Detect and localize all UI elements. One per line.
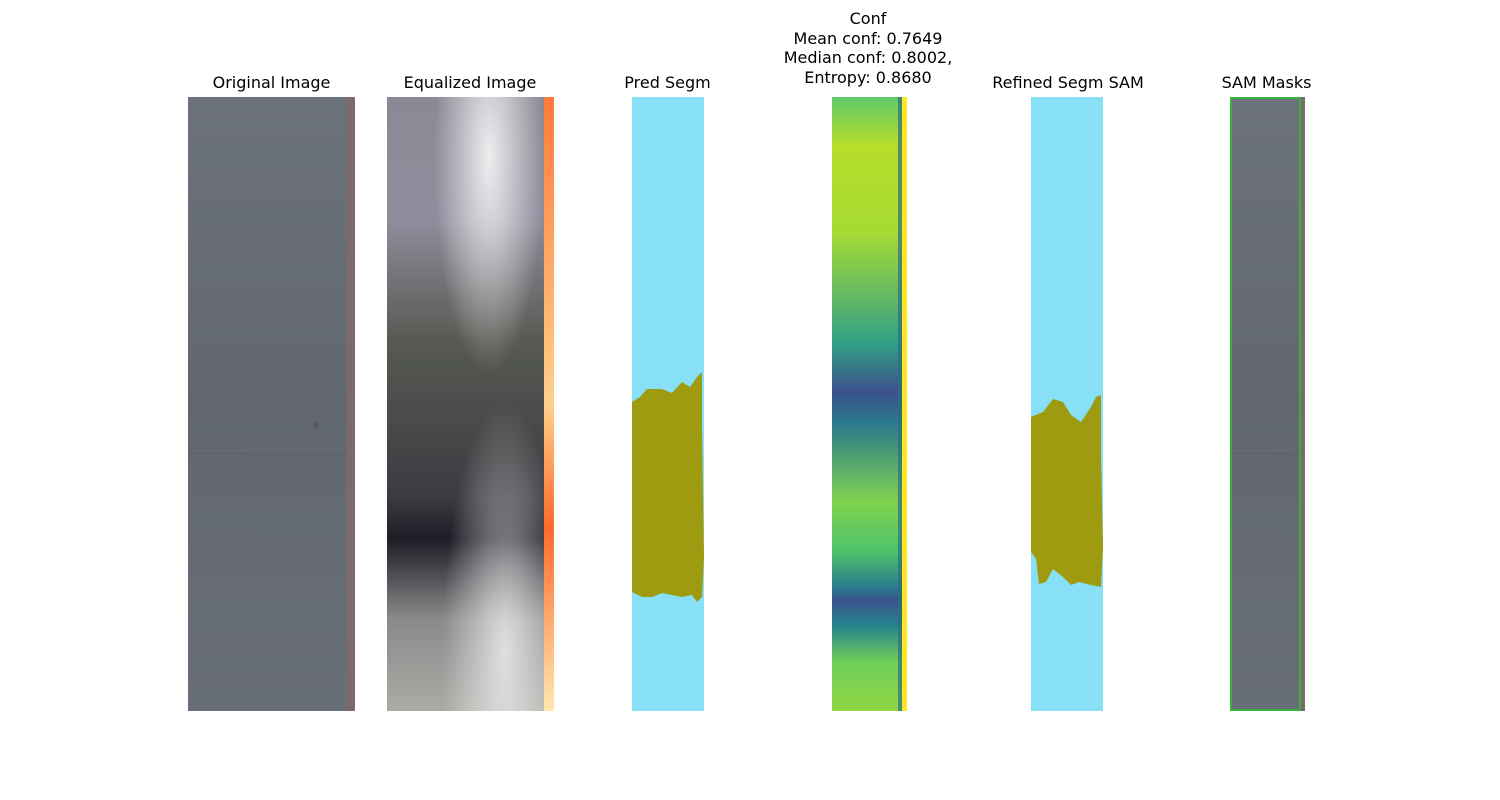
median-conf-label: Median conf: 0.8002,	[783, 48, 953, 67]
conf-title: Conf	[849, 9, 887, 28]
pred-segm-panel	[632, 97, 704, 711]
original-image-panel	[188, 97, 355, 711]
entropy-label: Entropy: 0.8680	[804, 67, 932, 87]
equalized-image-panel	[387, 97, 554, 711]
sam-masks-panel	[1230, 97, 1305, 711]
equalized-image-title: Equalized Image	[403, 73, 537, 92]
pred-segm-title: Pred Segm	[624, 73, 711, 92]
conf-map-panel	[832, 97, 907, 711]
original-image-title: Original Image	[212, 73, 331, 92]
mean-conf-label: Mean conf: 0.7649	[793, 28, 943, 48]
refined-segm-panel	[1031, 97, 1103, 711]
sam-mask-outline	[1230, 97, 1301, 711]
pred-defect-region	[632, 372, 704, 602]
refined-background-region	[1031, 97, 1103, 711]
refined-defect-region	[1031, 395, 1103, 587]
sam-masks-title: SAM Masks	[1221, 73, 1312, 92]
refined-segm-title: Refined Segm SAM	[992, 73, 1144, 92]
conf-title-block: Conf Mean conf: 0.7649 Median conf: 0.80…	[740, 9, 996, 87]
